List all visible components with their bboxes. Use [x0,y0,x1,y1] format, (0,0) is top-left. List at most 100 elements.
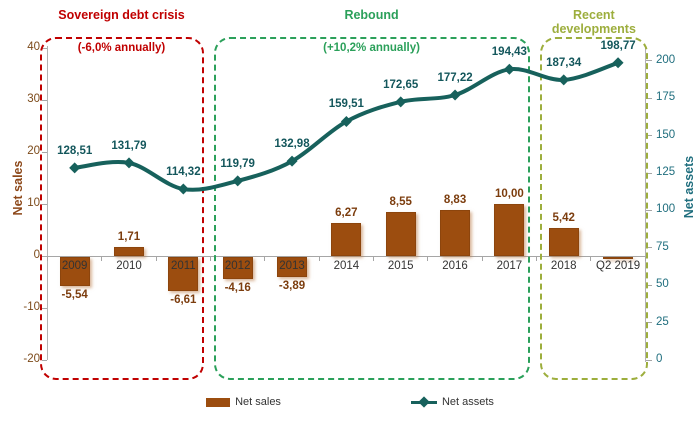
region-subtitle-1: (+10,2% annually) [323,42,420,54]
category-tick [47,256,48,261]
category-tick [536,256,538,261]
category-label-2015: 2015 [387,259,414,272]
category-tick [427,256,429,261]
legend-label-net-assets: Net assets [441,396,494,408]
left-axis-tick [42,307,47,309]
line-label-2018: 187,34 [546,56,582,69]
category-label-2009: 2009 [61,259,88,272]
right-axis-tick [646,359,652,361]
bar-2009 [59,257,90,286]
category-label-2010: 2010 [116,259,142,272]
bar-2013 [277,257,308,278]
line-label-2011: 114,32 [166,166,201,179]
legend-item-net-sales: Net sales [206,396,281,408]
category-label-2011: 2011 [170,259,196,272]
category-tick [264,256,266,261]
bar-2010 [114,247,144,256]
bar-label-2009: -5,54 [61,288,88,301]
bar-2016 [440,210,471,256]
region-box-1 [213,37,530,380]
bar-label-2013: -3,89 [278,280,306,293]
zero-gridline [48,255,645,257]
line-label-2014: 159,51 [328,98,364,111]
right-axis-title: Net assets [682,155,696,219]
left-axis-tick [42,203,47,205]
category-label-Q2-2019: Q2 2019 [596,259,641,272]
bar-label-2015: 8,55 [389,195,412,208]
left-axis-tick [42,151,47,153]
right-axis-tick-label: 50 [656,278,669,291]
region-subtitle-0: (-6,0% annually) [77,42,166,54]
line-label-2009: 128,51 [57,144,93,157]
category-tick [481,256,483,261]
right-axis-tick-label: 75 [656,240,669,253]
bar-2014 [331,223,362,256]
category-label-2017: 2017 [496,259,523,272]
line-label-2013: 132,98 [274,138,310,151]
bar-2012 [222,257,253,279]
category-label-2014: 2014 [333,259,360,272]
category-tick [101,256,103,261]
bar-2011 [168,257,199,292]
bar-Q2-2019 [603,257,634,260]
right-axis-tick-label: 25 [656,315,669,328]
bar-label-2014: 6,27 [335,207,358,220]
bar-2015 [385,211,416,256]
region-box-0 [39,37,204,380]
region-box-2 [539,37,649,380]
category-tick [210,256,212,261]
category-label-2018: 2018 [550,259,577,272]
line-label-2012: 119,79 [220,157,255,170]
right-axis-tick [646,97,652,99]
right-axis-tick [646,135,652,137]
right-axis-tick-label: 125 [656,166,676,179]
right-axis-tick-label: 175 [656,91,676,104]
left-axis-tick-label: -10 [23,301,40,313]
right-axis-tick-label: 100 [656,203,676,216]
right-axis-tick [646,209,652,211]
category-tick [155,256,157,261]
left-axis-tick-label: 10 [27,197,40,209]
right-axis-tick [646,284,652,286]
bar-label-2017: 10,00 [494,188,524,200]
left-axis-tick-label: 20 [27,145,40,157]
region-title-0: Sovereign debt crisis [58,8,185,22]
line-label-2010: 131,79 [111,139,147,152]
line-label-2017: 194,43 [491,46,527,59]
bar-label-2012: -4,16 [224,281,251,294]
region-title-1: Rebound [344,8,399,22]
line-label-Q2-2019: 198,77 [600,39,636,52]
left-axis-tick [42,99,47,101]
left-axis-tick [42,255,47,257]
right-axis-tick [646,60,652,62]
category-tick [644,256,646,261]
net-sales-swatch-icon [206,397,231,407]
net-assets-swatch-icon [410,396,437,408]
category-label-2016: 2016 [442,259,468,272]
line-label-2016: 177,22 [437,72,473,84]
legend: Net sales Net assets [0,396,700,408]
region-title-2: Recent developments [551,8,636,36]
right-axis-tick-label: 200 [656,53,676,66]
legend-item-net-assets: Net assets [410,396,494,408]
category-tick [590,256,592,261]
right-axis-tick-label: 150 [656,128,676,141]
right-axis-tick [646,247,652,249]
bar-label-2018: 5,42 [552,211,575,224]
left-axis-tick-label: 40 [27,41,40,53]
left-axis-tick-label: -20 [23,353,40,365]
right-axis-tick [646,322,652,324]
bar-label-2011: -6,61 [170,294,197,307]
category-tick [318,256,320,261]
line-label-2015: 172,65 [383,78,419,91]
left-axis-tick-label: 30 [27,93,40,105]
legend-label-net-sales: Net sales [235,396,281,408]
category-label-2012: 2012 [224,259,251,272]
category-label-2013: 2013 [279,259,305,272]
right-axis-tick [646,172,652,174]
bar-2017 [494,204,525,256]
right-axis-tick-label: 0 [656,353,663,365]
left-axis-line [47,46,48,360]
right-axis-line [645,46,646,362]
